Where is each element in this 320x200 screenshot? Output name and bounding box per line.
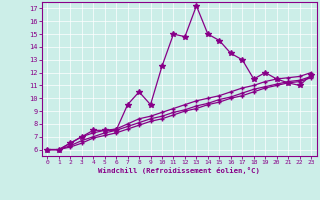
X-axis label: Windchill (Refroidissement éolien,°C): Windchill (Refroidissement éolien,°C) (98, 167, 260, 174)
